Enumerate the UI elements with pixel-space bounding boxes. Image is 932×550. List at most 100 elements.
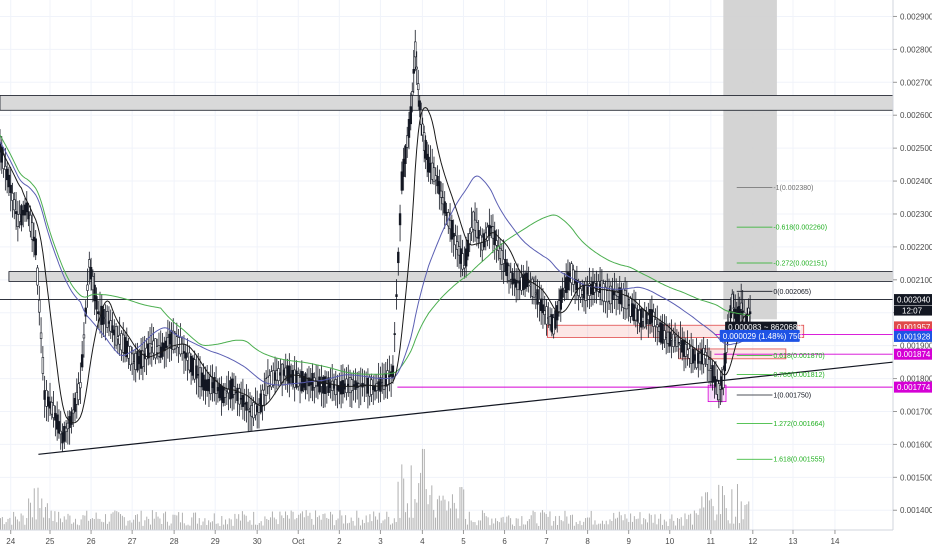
volume-bar — [716, 514, 718, 530]
volume-bar — [375, 516, 377, 530]
fib-level-label: 0.786(0.001812) — [773, 372, 824, 379]
volume-bar — [144, 520, 146, 530]
volume-bar — [506, 516, 508, 530]
volume-bar — [693, 510, 695, 530]
volume-bar — [11, 524, 13, 530]
candle-body — [82, 334, 86, 339]
volume-bar — [433, 509, 435, 530]
candle-body — [195, 365, 198, 379]
volume-bar — [256, 524, 258, 530]
candle-body — [89, 267, 93, 280]
price-badge — [894, 294, 932, 306]
candle-body — [527, 281, 530, 284]
volume-bar — [37, 487, 39, 530]
volume-bar — [315, 510, 317, 530]
volume-bar — [566, 516, 568, 530]
volume-bar — [271, 511, 273, 530]
volume-bar — [481, 510, 483, 530]
volume-bar — [356, 510, 358, 530]
volume-bar — [684, 513, 686, 530]
time-tick-label: 2 — [337, 537, 342, 546]
candle-body — [245, 401, 248, 411]
candle-body — [424, 139, 427, 159]
volume-bar — [358, 517, 360, 530]
volume-bar — [646, 522, 648, 530]
volume-bar — [556, 524, 558, 530]
volume-bar — [463, 489, 465, 530]
volume-bar — [82, 515, 84, 530]
fib-level-label: 0(0.002065) — [773, 289, 811, 296]
volume-bar — [108, 521, 110, 530]
volume-bar — [41, 498, 43, 530]
candle-body — [738, 306, 741, 315]
volume-bar — [135, 515, 137, 530]
price-tick-label: 0.001600 — [900, 440, 932, 449]
volume-bar — [663, 519, 665, 530]
time-tick-label: 13 — [789, 537, 798, 546]
candle-body — [57, 421, 61, 434]
price-tick-label: 0.001800 — [900, 375, 932, 384]
volume-bar — [114, 510, 116, 530]
candle-body — [407, 119, 411, 138]
volume-bar — [270, 517, 272, 530]
candle-body — [439, 190, 443, 198]
volume-bar — [586, 517, 588, 530]
volume-bar — [5, 522, 7, 530]
trendline[interactable] — [38, 361, 894, 455]
volume-bar — [285, 511, 287, 530]
volume-bar — [316, 517, 318, 530]
volume-bar — [718, 484, 720, 530]
volume-bar — [528, 519, 530, 530]
volume-bar — [399, 517, 401, 530]
volume-bar — [279, 511, 281, 530]
projection-box — [723, 0, 777, 320]
ascending-trendline[interactable] — [38, 361, 894, 455]
volume-bar — [609, 519, 611, 530]
candle-body — [52, 405, 55, 418]
volume-bar — [328, 518, 330, 530]
volume-bar — [710, 498, 712, 530]
volume-bar — [28, 498, 30, 530]
price-tick-label: 0.002300 — [900, 210, 932, 219]
volume-bar — [465, 518, 467, 530]
volume-bar — [331, 514, 333, 530]
volume-bar — [431, 485, 433, 530]
fibonacci-extension[interactable]: -1(0.002380) -0.618(0.002260) -0.272(0.002… — [736, 185, 827, 464]
volume-bar — [478, 520, 480, 530]
volume-bar — [236, 518, 238, 530]
volume-bar — [708, 500, 710, 530]
candle-body — [409, 106, 412, 125]
volume-bar — [183, 523, 185, 530]
candle-body — [450, 220, 454, 240]
fib-level-label: 1(0.001750) — [773, 393, 811, 400]
volume-bar — [225, 519, 227, 530]
volume-bar — [635, 519, 637, 530]
volume-bar — [247, 521, 249, 530]
price-axis[interactable]: 0.002900 0.002800 0.002700 0.002600 0.002500… — [892, 0, 932, 530]
volume-bar — [631, 521, 633, 530]
volume-bar — [549, 511, 551, 530]
volume-bar — [403, 478, 405, 530]
volume-bar — [592, 524, 594, 530]
volume-bar — [487, 517, 489, 530]
volume-bar — [714, 520, 716, 530]
candle-body — [421, 123, 424, 136]
volume-bar — [350, 517, 352, 530]
price-badge-label: 0.001957 — [897, 323, 931, 332]
volume-bar — [695, 513, 697, 530]
candle-body — [184, 352, 187, 359]
time-tick-label: 6 — [502, 537, 507, 546]
candle-body — [532, 283, 536, 298]
volume-bar — [748, 501, 750, 530]
volume-bar — [345, 515, 347, 530]
candle-body — [36, 267, 39, 286]
volume-bar — [161, 523, 163, 530]
volume-bar — [311, 518, 313, 530]
volume-bar — [639, 512, 641, 530]
volume-bar — [395, 521, 397, 530]
time-axis[interactable]: 24 25 26 27 28 29 30 Oct 2 3 4 5 6 7 8 9 10 11 12 13 14 — [0, 529, 893, 546]
volume-bar — [414, 499, 416, 530]
volume-bar — [127, 520, 129, 530]
volume-bar — [678, 518, 680, 530]
